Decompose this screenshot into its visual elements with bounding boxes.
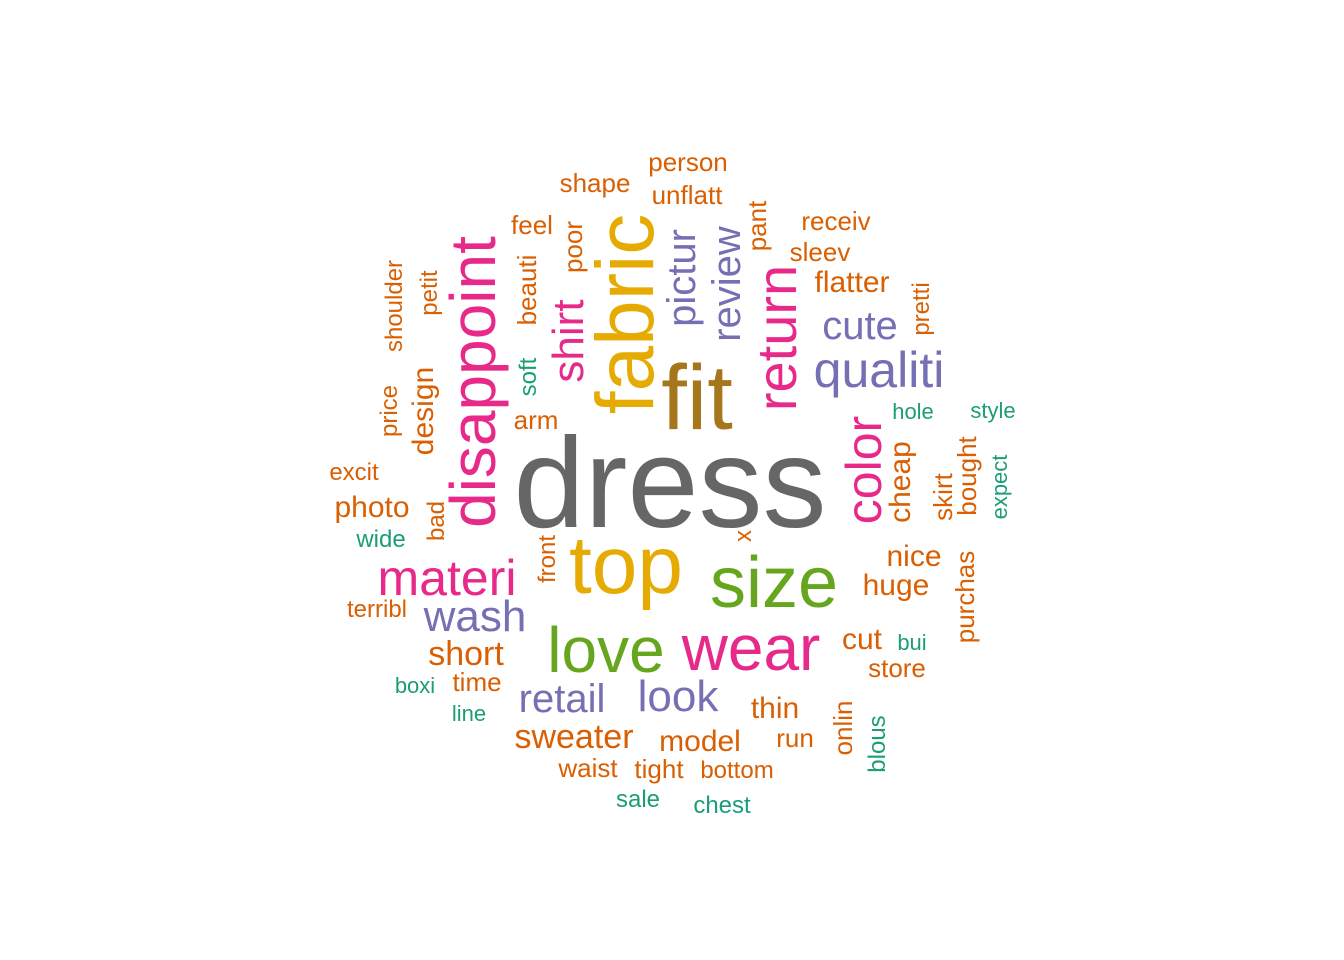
word-beauti: beauti	[512, 254, 542, 326]
word-hole: hole	[892, 399, 934, 424]
word-line: line	[451, 701, 487, 726]
word-sleev: sleev	[789, 237, 851, 267]
word-top: top	[569, 520, 683, 611]
word-terribl: terribl	[346, 596, 408, 623]
word-boxi: boxi	[394, 673, 436, 698]
word-bui: bui	[897, 630, 927, 655]
word-onlin: onlin	[828, 700, 858, 756]
word-retail: retail	[518, 677, 606, 721]
word-fabric: fabric	[580, 213, 671, 415]
word-cheap: cheap	[884, 441, 917, 523]
word-unflatt: unflatt	[651, 180, 723, 210]
word-waist: waist	[558, 753, 618, 783]
word-look: look	[637, 672, 719, 721]
word-wash: wash	[423, 592, 527, 641]
word-color: color	[836, 415, 892, 525]
word-petit: petit	[416, 270, 443, 316]
word-huge: huge	[862, 569, 930, 602]
word-love: love	[547, 614, 665, 686]
word-purchas: purchas	[950, 550, 980, 644]
word-cut: cut	[841, 623, 883, 656]
word-style: style	[970, 398, 1016, 423]
word-bought: bought	[952, 436, 982, 516]
word-sweater: sweater	[514, 718, 634, 756]
word-model: model	[659, 725, 741, 758]
word-receiv: receiv	[801, 206, 871, 236]
word-shirt: shirt	[544, 299, 593, 383]
word-disappoint: disappoint	[437, 236, 509, 528]
word-design: design	[407, 366, 440, 456]
word-nice: nice	[886, 540, 942, 573]
word-wide: wide	[356, 526, 406, 553]
word-sale: sale	[615, 786, 661, 813]
word-size: size	[709, 543, 839, 623]
word-front: front	[534, 534, 561, 584]
word-x: x	[730, 530, 757, 542]
word-pretti: pretti	[908, 282, 935, 336]
word-shape: shape	[559, 168, 631, 198]
word-chest: chest	[693, 792, 751, 819]
word-dress: dress	[513, 412, 827, 555]
word-cute: cute	[822, 304, 898, 348]
word-bad: bad	[423, 500, 450, 542]
word-flatter: flatter	[814, 266, 890, 299]
word-store: store	[868, 653, 926, 683]
word-review: review	[705, 226, 749, 342]
word-wear: wear	[681, 612, 821, 684]
word-excit: excit	[329, 459, 379, 486]
word-thin: thin	[750, 692, 800, 725]
word-feel: feel	[511, 210, 553, 240]
word-pant: pant	[742, 200, 772, 252]
word-blous: blous	[864, 715, 891, 773]
word-pictur: pictur	[660, 229, 704, 327]
word-time: time	[452, 667, 502, 697]
word-expect: expect	[987, 454, 1012, 520]
word-price: price	[376, 384, 403, 438]
word-soft: soft	[515, 357, 542, 397]
word-short: short	[428, 635, 504, 673]
word-poor: poor	[558, 220, 588, 274]
word-shoulder: shoulder	[381, 259, 408, 353]
word-return: return	[745, 264, 808, 412]
word-run: run	[776, 723, 814, 753]
word-materi: materi	[377, 550, 517, 606]
word-person: person	[648, 147, 728, 177]
word-bottom: bottom	[700, 757, 774, 784]
word-arm: arm	[513, 405, 559, 435]
word-qualiti: qualiti	[813, 342, 945, 398]
word-tight: tight	[634, 754, 684, 784]
word-photo: photo	[334, 491, 410, 524]
word-fit: fit	[661, 347, 733, 449]
